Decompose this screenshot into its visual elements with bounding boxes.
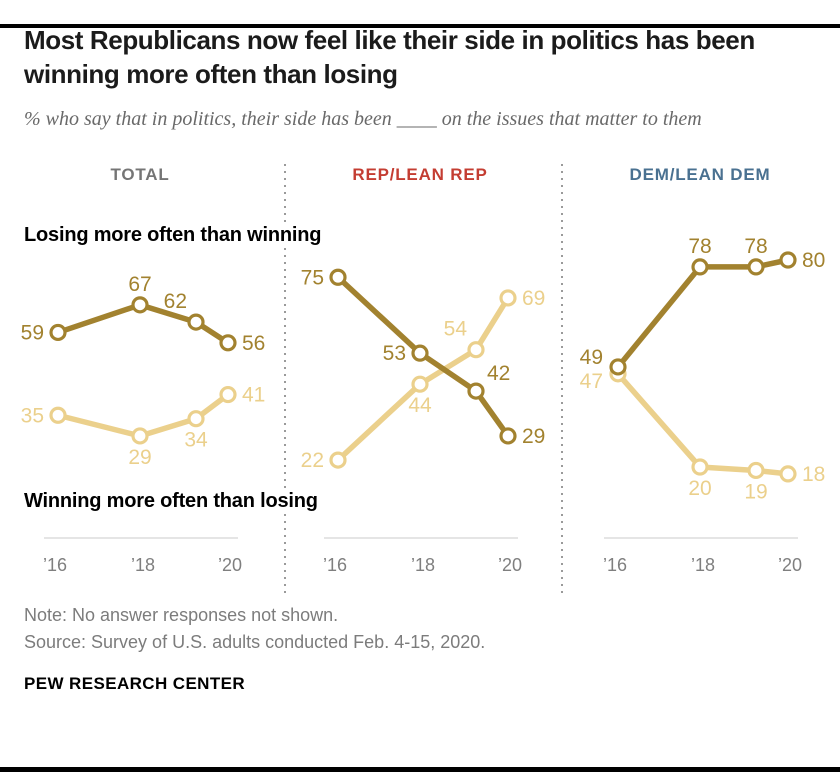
losing-point-marker xyxy=(187,313,205,331)
x-tick-label: ’18 xyxy=(411,555,435,575)
winning-line xyxy=(57,391,230,439)
losing-point-marker xyxy=(411,344,429,362)
winning-point-marker xyxy=(691,457,709,476)
losing-value-label: 78 xyxy=(744,234,767,257)
brand-text: PEW RESEARCH CENTER xyxy=(24,673,246,693)
losing-value-label: 62 xyxy=(164,290,187,313)
winning-point-marker xyxy=(779,464,797,483)
losing-point-marker xyxy=(499,426,517,445)
losing-point-marker xyxy=(691,257,709,276)
winning-point-marker xyxy=(219,385,237,403)
series-label-winning: Winning more often than losing xyxy=(24,489,321,513)
winning-point-marker xyxy=(467,340,485,358)
x-tick-label: ’18 xyxy=(131,555,155,575)
line-chart-total: ’16 ’18 ’20 35 29 34 41 59 67 62 56 xyxy=(21,272,266,575)
top-rule xyxy=(0,24,840,28)
line-chart-rep: ’16 ’18 ’20 22 44 54 69 75 53 42 29 xyxy=(301,266,546,575)
winning-point-marker xyxy=(131,426,149,445)
winning-value-label: 54 xyxy=(444,317,468,340)
losing-value-label: 53 xyxy=(383,342,406,365)
winning-line xyxy=(615,371,789,477)
losing-point-marker xyxy=(329,268,347,286)
winning-value-label: 29 xyxy=(128,446,151,469)
winning-point-marker xyxy=(49,406,67,424)
losing-value-label: 42 xyxy=(487,362,510,385)
losing-value-label: 75 xyxy=(301,266,324,289)
chart-title: Most Republicans now feel like their sid… xyxy=(24,25,755,89)
losing-value-label: 29 xyxy=(522,425,545,448)
winning-value-label: 44 xyxy=(408,394,432,417)
winning-point-marker xyxy=(187,409,205,427)
x-tick-label: ’20 xyxy=(778,555,802,575)
losing-line xyxy=(615,256,789,369)
losing-value-label: 67 xyxy=(128,272,151,295)
winning-value-label: 20 xyxy=(688,477,711,500)
winning-value-label: 22 xyxy=(301,449,324,472)
winning-point-marker xyxy=(411,375,429,393)
panel-divider-left xyxy=(284,163,286,596)
series-label-losing: Losing more often than winning xyxy=(24,223,325,247)
panel-divider-right xyxy=(561,163,563,596)
x-tick-label: ’16 xyxy=(603,555,627,575)
source-text: Source: Survey of U.S. adults conducted … xyxy=(24,631,486,652)
winning-value-label: 35 xyxy=(21,404,44,427)
winning-value-label: 69 xyxy=(522,287,545,310)
panel-dem: DEM/LEAN DEM ’16 ’18 ’20 47 20 19 18 49 78 78 80 xyxy=(560,162,840,592)
panel-header-dem: DEM/LEAN DEM xyxy=(629,164,771,184)
panel-rep: REP/LEAN REP ’16 ’18 ’20 22 44 54 69 75 53 42 29 xyxy=(280,162,560,592)
losing-point-marker xyxy=(219,333,237,351)
losing-point-marker xyxy=(609,357,627,376)
losing-point-marker xyxy=(49,323,67,341)
losing-value-label: 80 xyxy=(802,249,825,272)
winning-value-label: 41 xyxy=(242,383,265,406)
winning-point-marker xyxy=(499,288,517,307)
x-tick-label: ’16 xyxy=(323,555,347,575)
losing-point-marker xyxy=(779,250,797,269)
line-chart-dem: ’16 ’18 ’20 47 20 19 18 49 78 78 80 xyxy=(580,234,826,575)
winning-value-label: 18 xyxy=(802,462,825,485)
losing-point-marker xyxy=(747,257,765,276)
panel-header-total: TOTAL xyxy=(110,164,170,184)
x-tick-label: ’16 xyxy=(43,555,67,575)
panel-total: TOTAL ’16 ’18 ’20 35 29 34 41 59 67 62 56 xyxy=(0,162,280,592)
losing-line xyxy=(57,301,230,345)
panel-header-rep: REP/LEAN REP xyxy=(352,164,488,184)
losing-value-label: 49 xyxy=(580,346,603,369)
winning-point-marker xyxy=(329,451,347,469)
x-tick-label: ’20 xyxy=(498,555,522,575)
losing-value-label: 56 xyxy=(242,331,265,354)
bottom-rule xyxy=(0,767,840,772)
winning-value-label: 19 xyxy=(744,480,767,503)
winning-value-label: 47 xyxy=(580,369,603,392)
x-tick-label: ’20 xyxy=(218,555,242,575)
losing-point-marker xyxy=(467,382,485,400)
note-text: Note: No answer responses not shown. xyxy=(24,604,339,625)
x-tick-label: ’18 xyxy=(691,555,715,575)
winning-point-marker xyxy=(747,461,765,479)
chart-region: TOTAL ’16 ’18 ’20 35 29 34 41 59 67 62 56 REP/LEAN R… xyxy=(0,162,840,596)
chart-subtitle: % who say that in politics, their side h… xyxy=(24,107,702,130)
losing-value-label: 59 xyxy=(21,321,44,344)
losing-point-marker xyxy=(131,295,149,314)
panels-row: TOTAL ’16 ’18 ’20 35 29 34 41 59 67 62 56 REP/LEAN R… xyxy=(0,162,840,592)
winning-value-label: 34 xyxy=(184,428,208,451)
winning-line xyxy=(336,296,511,462)
losing-line xyxy=(336,274,511,438)
losing-value-label: 78 xyxy=(688,234,711,257)
